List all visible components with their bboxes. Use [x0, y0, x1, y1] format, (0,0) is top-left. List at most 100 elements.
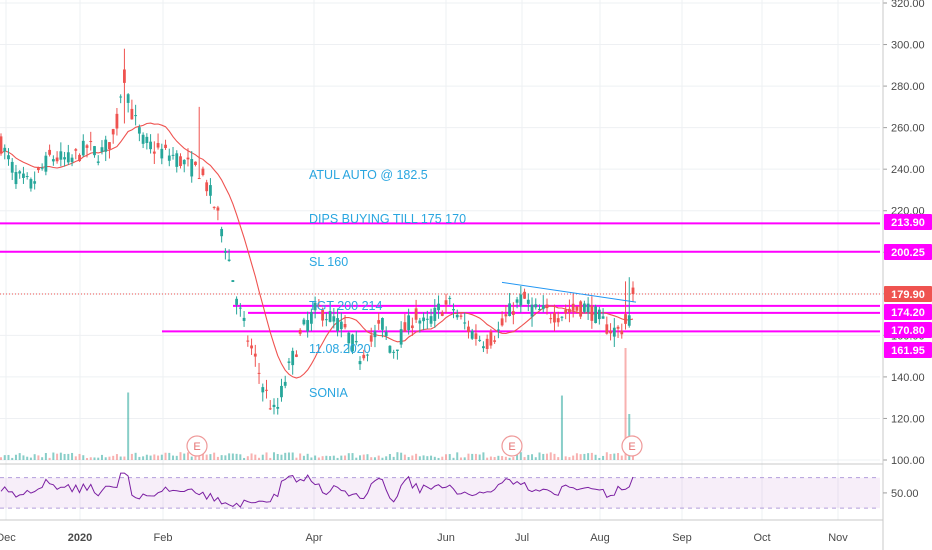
support-resistance-lines[interactable]	[0, 222, 880, 333]
candle-body	[257, 372, 261, 374]
price-tag[interactable]	[884, 322, 932, 338]
volume-bar	[471, 453, 474, 460]
volume-bar	[14, 454, 17, 460]
volume-bar	[572, 455, 575, 460]
volume-bar	[415, 453, 418, 460]
volume-bar	[209, 454, 212, 460]
volume-bar	[590, 452, 593, 460]
candle-body	[448, 297, 452, 299]
candle-body	[575, 306, 579, 311]
candle-body	[55, 157, 59, 162]
volume-bar	[299, 453, 302, 460]
candle-body	[437, 303, 440, 311]
volume-bar	[531, 454, 534, 460]
volume-bar	[411, 455, 414, 460]
candle-body	[265, 389, 268, 391]
candle-body	[339, 321, 343, 330]
volume-bar	[504, 456, 507, 460]
volume-bar	[179, 452, 182, 460]
candle-body	[201, 168, 205, 176]
volume-bar	[430, 455, 433, 460]
volume-bar	[501, 456, 504, 460]
rsi-pane[interactable]	[0, 472, 880, 509]
volume-bar	[370, 457, 373, 460]
candle-body	[3, 147, 7, 152]
volume-bar	[516, 454, 519, 460]
candle-body	[89, 141, 93, 143]
volume-bar	[52, 452, 55, 460]
volume-bar	[93, 457, 96, 460]
candle-body	[126, 94, 130, 103]
candle-body	[482, 346, 485, 349]
candle-body	[459, 315, 463, 317]
candle-body	[425, 318, 429, 320]
candle-body	[556, 318, 560, 323]
rsi-tick-label: 50.00	[891, 488, 919, 500]
volume-bar	[325, 455, 328, 460]
volume-bar	[355, 457, 358, 460]
trendline[interactable]	[501, 281, 637, 303]
price-tag[interactable]	[884, 286, 932, 302]
volume-bar	[205, 454, 208, 460]
volume-bar	[538, 452, 541, 460]
volume-bar	[78, 453, 81, 460]
candle-body	[66, 152, 70, 163]
candle-body	[111, 129, 115, 135]
candle-body	[429, 316, 433, 324]
candle-body	[186, 157, 190, 160]
volume-bar	[463, 457, 466, 460]
candle-body	[74, 149, 78, 151]
x-tick-label: Dec	[0, 532, 16, 544]
volume-bar	[67, 453, 70, 460]
volume-bar	[56, 453, 59, 460]
candle-body	[298, 329, 302, 334]
candle-body	[336, 318, 339, 332]
volume-bar	[508, 457, 511, 460]
candle-body	[63, 157, 66, 160]
volume-bar	[149, 455, 152, 460]
candle-body	[392, 351, 396, 353]
descending-trendline[interactable]	[501, 281, 637, 303]
candle-body	[156, 143, 160, 148]
annotation-line: SL 160	[309, 255, 349, 269]
volume-bar	[261, 454, 264, 460]
volume-bar	[134, 452, 137, 460]
candle-body	[205, 182, 209, 192]
candle-body	[160, 148, 164, 159]
volume-bar	[287, 452, 290, 460]
volume-bar	[272, 452, 275, 460]
earnings-marker[interactable]	[186, 435, 208, 457]
volume-bar	[164, 452, 167, 460]
volume-bar	[59, 452, 62, 460]
price-tag[interactable]	[884, 342, 932, 358]
earnings-marker[interactable]	[501, 435, 523, 457]
candle-body	[130, 108, 134, 120]
candle-body	[179, 156, 182, 167]
earnings-marker[interactable]	[621, 435, 643, 457]
volume-bar	[620, 455, 623, 460]
price-tag[interactable]	[884, 244, 932, 260]
volume-bar	[115, 454, 118, 460]
volume-bar	[127, 392, 130, 460]
candle-body	[194, 161, 197, 165]
candle-body	[452, 309, 455, 311]
candlestick-series[interactable]	[0, 48, 635, 415]
volume-bar	[624, 348, 627, 460]
price-tag[interactable]	[884, 304, 932, 320]
trade-annotation[interactable]: ATUL AUTO @ 182.5 DIPS BUYING TILL 175 1…	[309, 139, 466, 415]
volume-bar	[250, 453, 253, 460]
volume-bar	[48, 457, 51, 460]
candle-body	[227, 259, 231, 261]
candle-body	[440, 312, 444, 316]
rsi-line	[0, 472, 634, 508]
volume-bar	[403, 454, 406, 460]
volume-bar	[26, 456, 29, 460]
candle-body	[182, 159, 186, 165]
volume-bar	[44, 453, 47, 460]
price-tag[interactable]	[884, 214, 932, 230]
volume-bar	[609, 454, 612, 460]
volume-bar	[213, 452, 216, 460]
